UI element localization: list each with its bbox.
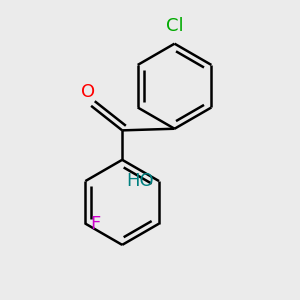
- Text: F: F: [90, 214, 100, 232]
- Text: Cl: Cl: [166, 17, 183, 35]
- Text: O: O: [81, 83, 95, 101]
- Text: HO: HO: [127, 172, 154, 190]
